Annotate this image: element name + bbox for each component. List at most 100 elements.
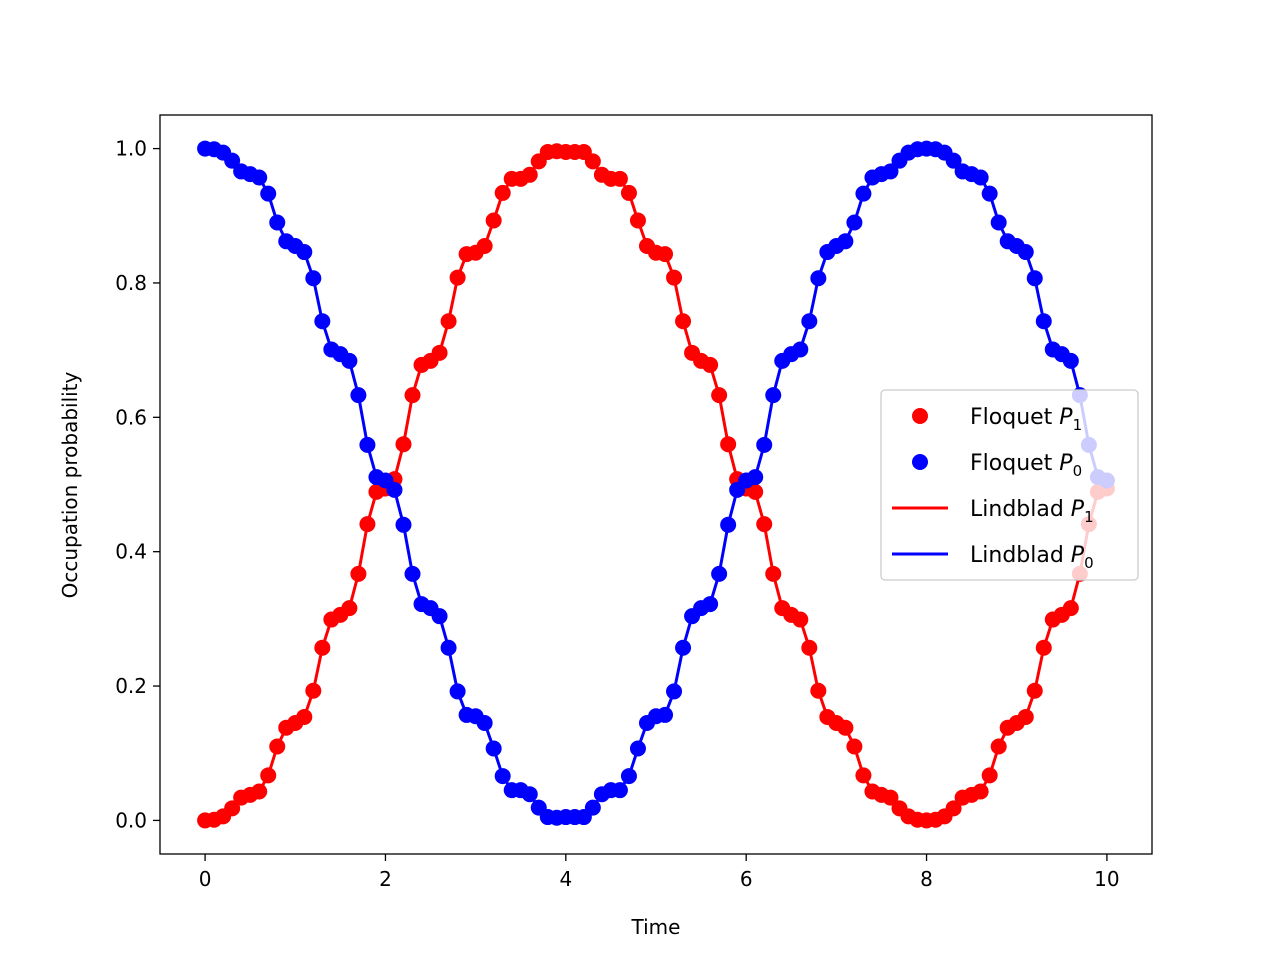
floquet-point — [666, 683, 683, 700]
floquet-point — [801, 313, 818, 330]
floquet-point — [945, 800, 962, 817]
floquet-point — [314, 313, 331, 330]
floquet-point — [765, 565, 782, 582]
legend-marker-dot — [912, 454, 928, 470]
floquet-point — [305, 270, 322, 287]
x-tick-label: 10 — [1094, 867, 1119, 891]
floquet-point — [756, 516, 773, 533]
floquet-point — [350, 565, 367, 582]
floquet-point — [620, 184, 637, 201]
floquet-point — [945, 152, 962, 169]
floquet-point — [756, 436, 773, 453]
floquet-point — [882, 789, 899, 806]
floquet-point — [747, 469, 764, 486]
floquet-point — [1035, 313, 1052, 330]
y-tick-label: 1.0 — [115, 137, 147, 161]
floquet-point — [494, 768, 511, 785]
floquet-point — [584, 799, 601, 816]
x-tick-label: 8 — [920, 867, 933, 891]
floquet-point — [711, 387, 728, 404]
floquet-point — [494, 184, 511, 201]
floquet-point — [720, 516, 737, 533]
floquet-point — [341, 600, 358, 617]
legend-entry: Lindblad P0 — [892, 543, 1094, 572]
floquet-point — [882, 163, 899, 180]
floquet-point — [269, 738, 286, 755]
floquet-point — [251, 783, 268, 800]
x-tick-label: 2 — [379, 867, 392, 891]
floquet-point — [629, 740, 646, 757]
floquet-point — [720, 436, 737, 453]
floquet-point — [990, 738, 1007, 755]
y-axis: 0.0 0.2 0.4 0.6 0.8 1.0 — [115, 137, 160, 832]
y-tick-label: 0.4 — [115, 540, 147, 564]
floquet-point — [837, 233, 854, 250]
floquet-point — [1062, 352, 1079, 369]
x-axis-title: Time — [631, 915, 681, 939]
floquet-point — [711, 565, 728, 582]
floquet-point — [702, 596, 719, 613]
floquet-point — [449, 269, 466, 286]
floquet-point — [395, 436, 412, 453]
floquet-point — [296, 244, 313, 261]
y-tick-label: 0.6 — [115, 405, 147, 429]
floquet-point — [801, 639, 818, 656]
legend-entry: Floquet P0 — [912, 451, 1082, 480]
floquet-point — [314, 639, 331, 656]
floquet-point — [702, 356, 719, 373]
floquet-point — [521, 786, 538, 803]
floquet-point — [431, 344, 448, 361]
legend-label: Lindblad P0 — [970, 543, 1094, 572]
floquet-point — [305, 682, 322, 699]
floquet-point — [846, 214, 863, 231]
floquet-point — [1062, 600, 1079, 617]
floquet-point — [584, 153, 601, 170]
floquet-point — [404, 565, 421, 582]
floquet-point — [1026, 270, 1043, 287]
legend-marker-dot — [912, 408, 928, 424]
floquet-point — [810, 682, 827, 699]
floquet-point — [485, 212, 502, 229]
floquet-point — [1017, 708, 1034, 725]
floquet-point — [224, 800, 241, 817]
floquet-point — [981, 185, 998, 202]
y-axis-title: Occupation probability — [58, 371, 82, 598]
floquet-point — [1026, 682, 1043, 699]
floquet-point — [675, 313, 692, 330]
y-tick-label: 0.0 — [115, 808, 147, 832]
floquet-point — [341, 352, 358, 369]
legend-label: Floquet P0 — [970, 451, 1082, 480]
floquet-point — [431, 608, 448, 625]
floquet-point — [675, 639, 692, 656]
legend-entry: Floquet P1 — [912, 405, 1082, 434]
floquet-point — [386, 481, 403, 498]
floquet-point — [1017, 244, 1034, 261]
series-1 — [197, 140, 1115, 826]
floquet-point — [476, 715, 493, 731]
floquet-point — [269, 214, 286, 231]
floquet-point — [972, 169, 989, 186]
legend-label: Lindblad P1 — [970, 497, 1094, 526]
floquet-point — [611, 170, 628, 187]
floquet-point — [792, 611, 809, 628]
series-layer — [197, 140, 1115, 829]
floquet-point — [620, 768, 637, 785]
floquet-point — [657, 706, 674, 723]
x-tick-label: 6 — [740, 867, 753, 891]
legend: Floquet P1 Floquet P0 Lindblad P1 Lindblad … — [880, 389, 1139, 581]
floquet-point — [1035, 639, 1052, 656]
floquet-point — [792, 341, 809, 358]
floquet-point — [990, 214, 1007, 231]
floquet-point — [359, 436, 376, 453]
floquet-point — [855, 185, 872, 202]
floquet-point — [629, 212, 646, 229]
legend-box — [880, 389, 1139, 581]
floquet-point — [657, 246, 674, 263]
floquet-point — [611, 782, 628, 799]
x-axis: 0 2 4 6 8 10 — [199, 854, 1120, 891]
y-tick-label: 0.2 — [115, 674, 147, 698]
floquet-point — [404, 387, 421, 404]
floquet-point — [359, 516, 376, 533]
floquet-point — [260, 767, 277, 784]
